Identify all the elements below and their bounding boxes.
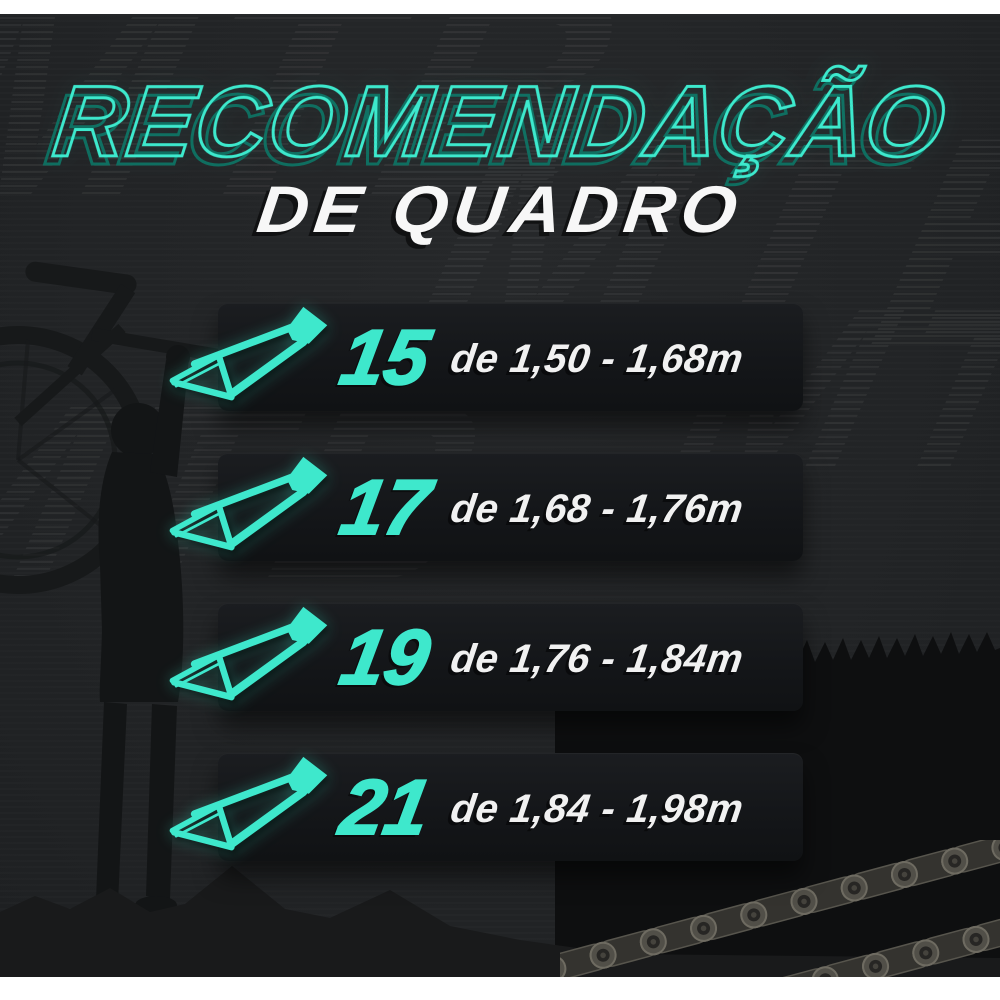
height-range-value: de 1,50 - 1,68m bbox=[447, 336, 747, 381]
height-range-value: de 1,68 - 1,76m bbox=[447, 486, 747, 531]
size-row-19: 19 de 1,76 - 1,84m bbox=[169, 603, 803, 711]
bike-frame-icon bbox=[169, 456, 328, 551]
title-line1: RECOMENDAÇÃO bbox=[47, 65, 954, 180]
frame-size-value: 17 bbox=[333, 462, 437, 552]
ground-silhouette-icon bbox=[0, 866, 1000, 977]
page-title: RECOMENDAÇÃO RECOMENDAÇÃO DE QUADRO bbox=[0, 65, 1000, 252]
size-row-17: 17 de 1,68 - 1,76m bbox=[169, 453, 803, 561]
bike-frame-icon bbox=[169, 756, 328, 851]
frame-size-value: 19 bbox=[333, 612, 437, 702]
title-line2: DE QUADRO bbox=[253, 172, 747, 246]
size-row-21: 21 de 1,84 - 1,98m bbox=[169, 753, 803, 861]
bike-frame-icon bbox=[169, 606, 328, 701]
frame-size-value: 21 bbox=[333, 762, 437, 852]
height-range-value: de 1,76 - 1,84m bbox=[447, 636, 747, 681]
frame-size-value: 15 bbox=[333, 312, 437, 402]
size-row-15: 15 de 1,50 - 1,68m bbox=[169, 303, 803, 411]
dark-canvas: MTB MTB MTB MTB bbox=[0, 14, 1000, 977]
height-range-value: de 1,84 - 1,98m bbox=[447, 786, 747, 831]
bike-frame-icon bbox=[169, 306, 328, 401]
